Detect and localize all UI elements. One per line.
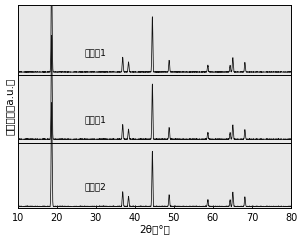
Text: 对比例2: 对比例2 xyxy=(84,183,106,192)
Text: 实施例1: 实施例1 xyxy=(84,48,106,57)
Y-axis label: 衍射强度（a.u.）: 衍射强度（a.u.） xyxy=(5,78,15,135)
X-axis label: 2θ（°）: 2θ（°） xyxy=(139,224,170,234)
Text: 对比例1: 对比例1 xyxy=(84,115,106,125)
